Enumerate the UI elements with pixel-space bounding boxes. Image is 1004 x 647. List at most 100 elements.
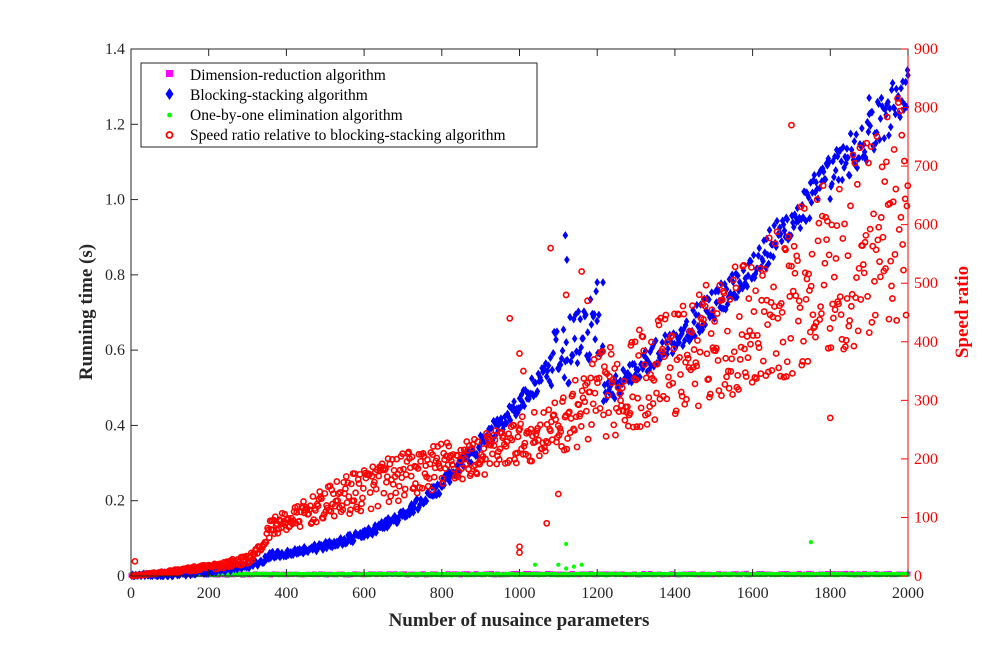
blocking-stacking-point — [885, 97, 891, 107]
speed-ratio-point — [831, 306, 839, 314]
speed-ratio-point — [819, 182, 827, 190]
blocking-stacking-point — [511, 397, 517, 406]
speed-ratio-point — [131, 557, 139, 565]
speed-ratio-point — [595, 374, 603, 382]
speed-ratio-point — [815, 219, 823, 227]
blocking-stacking-point — [578, 343, 584, 352]
speed-ratio-point — [459, 475, 466, 483]
speed-ratio-point — [864, 292, 871, 300]
speed-ratio-point — [795, 297, 803, 305]
speed-ratio-point — [589, 400, 597, 408]
speed-ratio-point — [764, 321, 771, 328]
speed-ratio-point — [433, 454, 441, 462]
speed-ratio-point — [761, 265, 769, 273]
speed-ratio-point — [792, 292, 800, 300]
speed-ratio-point — [563, 445, 571, 453]
speed-ratio-point — [796, 304, 804, 312]
speed-ratio-point — [835, 300, 842, 308]
speed-ratio-point — [627, 341, 635, 349]
speed-ratio-point — [696, 348, 704, 356]
speed-ratio-point — [877, 273, 884, 281]
speed-ratio-point — [760, 308, 768, 315]
speed-ratio-point — [897, 213, 905, 221]
speed-ratio-point — [727, 368, 735, 375]
speed-ratio-point — [547, 427, 554, 435]
blocking-stacking-point — [886, 131, 892, 140]
speed-ratio-point — [541, 447, 549, 455]
blocking-stacking-point — [592, 335, 598, 344]
blocking-stacking-point — [561, 373, 568, 382]
blocking-stacking-point — [350, 536, 357, 545]
speed-ratio-point — [437, 440, 445, 448]
speed-ratio-point — [892, 185, 900, 193]
one-by-one-point — [571, 564, 576, 569]
blocking-stacking-point — [745, 271, 751, 280]
speed-ratio-point — [541, 444, 548, 451]
speed-ratio-point — [610, 421, 618, 429]
speed-ratio-point — [642, 374, 650, 382]
speed-ratio-point — [421, 470, 429, 478]
speed-ratio-point — [860, 269, 868, 277]
speed-ratio-point — [580, 375, 588, 382]
speed-ratio-point — [584, 435, 592, 443]
blocking-stacking-point — [765, 259, 772, 268]
blocking-stacking-point — [499, 418, 505, 428]
speed-ratio-point — [569, 390, 577, 398]
speed-ratio-point — [478, 457, 486, 465]
blocking-stacking-point — [611, 394, 618, 403]
speed-ratio-point — [730, 348, 738, 356]
speed-ratio-point — [882, 265, 889, 272]
speed-ratio-point — [877, 214, 885, 221]
speed-ratio-point — [400, 491, 408, 499]
speed-ratio-point — [428, 486, 436, 494]
blocking-stacking-point — [777, 229, 784, 239]
one-by-one-point — [556, 562, 561, 567]
blocking-stacking-point — [554, 327, 560, 336]
blocking-stacking-point — [542, 365, 548, 375]
speed-ratio-point — [442, 452, 450, 460]
speed-ratio-point — [749, 332, 757, 339]
speed-ratio-point — [722, 354, 730, 362]
speed-ratio-point — [821, 259, 829, 267]
speed-ratio-point — [528, 457, 536, 465]
speed-ratio-point — [695, 291, 703, 299]
speed-ratio-point — [345, 493, 353, 500]
blocking-stacking-point — [887, 104, 893, 113]
y-right-tick-label: 200 — [914, 451, 938, 468]
blocking-stacking-point — [869, 107, 875, 117]
blocking-stacking-point — [261, 558, 267, 567]
speed-ratio-point — [514, 433, 522, 441]
speed-ratio-point — [564, 435, 571, 442]
speed-ratio-point — [607, 350, 615, 358]
speed-ratio-point — [788, 121, 795, 129]
blocking-stacking-point — [780, 220, 787, 229]
one-by-one-point — [808, 540, 813, 545]
blocking-stacking-point — [423, 496, 430, 506]
blocking-stacking-point — [630, 373, 637, 382]
speed-ratio-point — [645, 394, 653, 401]
speed-ratio-point — [394, 497, 402, 505]
speed-ratio-point — [777, 300, 785, 307]
blocking-stacking-point — [744, 282, 750, 291]
blocking-stacking-point — [807, 178, 814, 187]
speed-ratio-point — [293, 508, 301, 516]
speed-ratio-point — [842, 336, 850, 344]
speed-ratio-point — [482, 430, 490, 437]
speed-ratio-point — [527, 425, 535, 433]
speed-ratio-point — [878, 163, 886, 171]
speed-ratio-point — [637, 404, 645, 412]
blocking-stacking-point — [476, 444, 483, 453]
speed-ratio-point — [782, 246, 789, 254]
speed-ratio-point — [694, 402, 702, 410]
speed-ratio-point — [453, 452, 461, 460]
blocking-stacking-point — [516, 394, 523, 403]
speed-ratio-point — [635, 326, 643, 334]
blocking-stacking-point — [873, 138, 879, 148]
speed-ratio-point — [820, 281, 828, 289]
speed-ratio-point — [634, 394, 642, 402]
speed-ratio-point — [670, 345, 677, 353]
speed-ratio-point — [557, 428, 565, 435]
blocking-stacking-point — [410, 508, 417, 517]
speed-ratio-point — [774, 314, 782, 322]
one-by-one-point — [564, 566, 569, 571]
